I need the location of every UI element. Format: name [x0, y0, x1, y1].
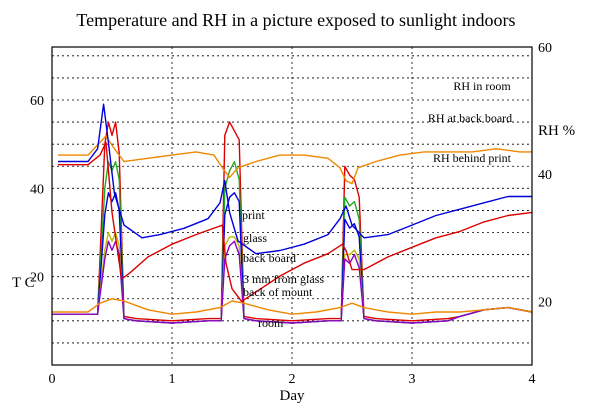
- x-tick-label: 4: [529, 372, 536, 387]
- x-axis-label: Day: [280, 388, 305, 404]
- tick-labels: 0 1 2 3 4 20 40 60 20 40 60: [30, 41, 552, 387]
- x-tick-label: 1: [169, 372, 176, 387]
- series-label-back-board: back board: [243, 251, 296, 265]
- series-label-rh-behind-print: RH behind print: [433, 151, 512, 165]
- series-rh-behind-print: [58, 141, 533, 303]
- series-rh-at-back-board: [58, 103, 532, 255]
- series-label-glass: glass: [243, 231, 267, 245]
- series-label-room: room: [258, 316, 284, 330]
- series-label-rh-in-room: RH in room: [453, 79, 511, 93]
- rh-tick-label: 40: [538, 168, 552, 183]
- series-label-back-of-mount: back of mount: [243, 285, 313, 299]
- left-axis-label: T C: [12, 275, 35, 291]
- x-tick-label: 0: [49, 372, 56, 387]
- rh-tick-label: 20: [538, 295, 552, 310]
- temp-tick-label: 40: [30, 182, 44, 197]
- series-label-rh-at-back-board: RH at back board: [428, 111, 512, 125]
- x-tick-label: 3: [409, 372, 416, 387]
- series-room: [52, 298, 533, 315]
- rh-tick-label: 60: [538, 41, 552, 56]
- plot-frame: [51, 46, 533, 366]
- temp-tick-label: 20: [30, 271, 44, 286]
- series-annotations: RH in room RH at back board RH behind prin…: [242, 79, 512, 330]
- series-label-3-mm-from-glass: 3 mm from glass: [243, 272, 324, 286]
- series-lines: [52, 103, 533, 324]
- series-label-print: print: [242, 208, 265, 222]
- right-axis-label: RH %: [538, 123, 575, 139]
- grid: [52, 47, 532, 365]
- chart-title: Temperature and RH in a picture exposed …: [76, 10, 515, 30]
- series-rh-in-room: [58, 135, 532, 185]
- x-tick-label: 2: [289, 372, 296, 387]
- temp-tick-label: 60: [30, 94, 44, 109]
